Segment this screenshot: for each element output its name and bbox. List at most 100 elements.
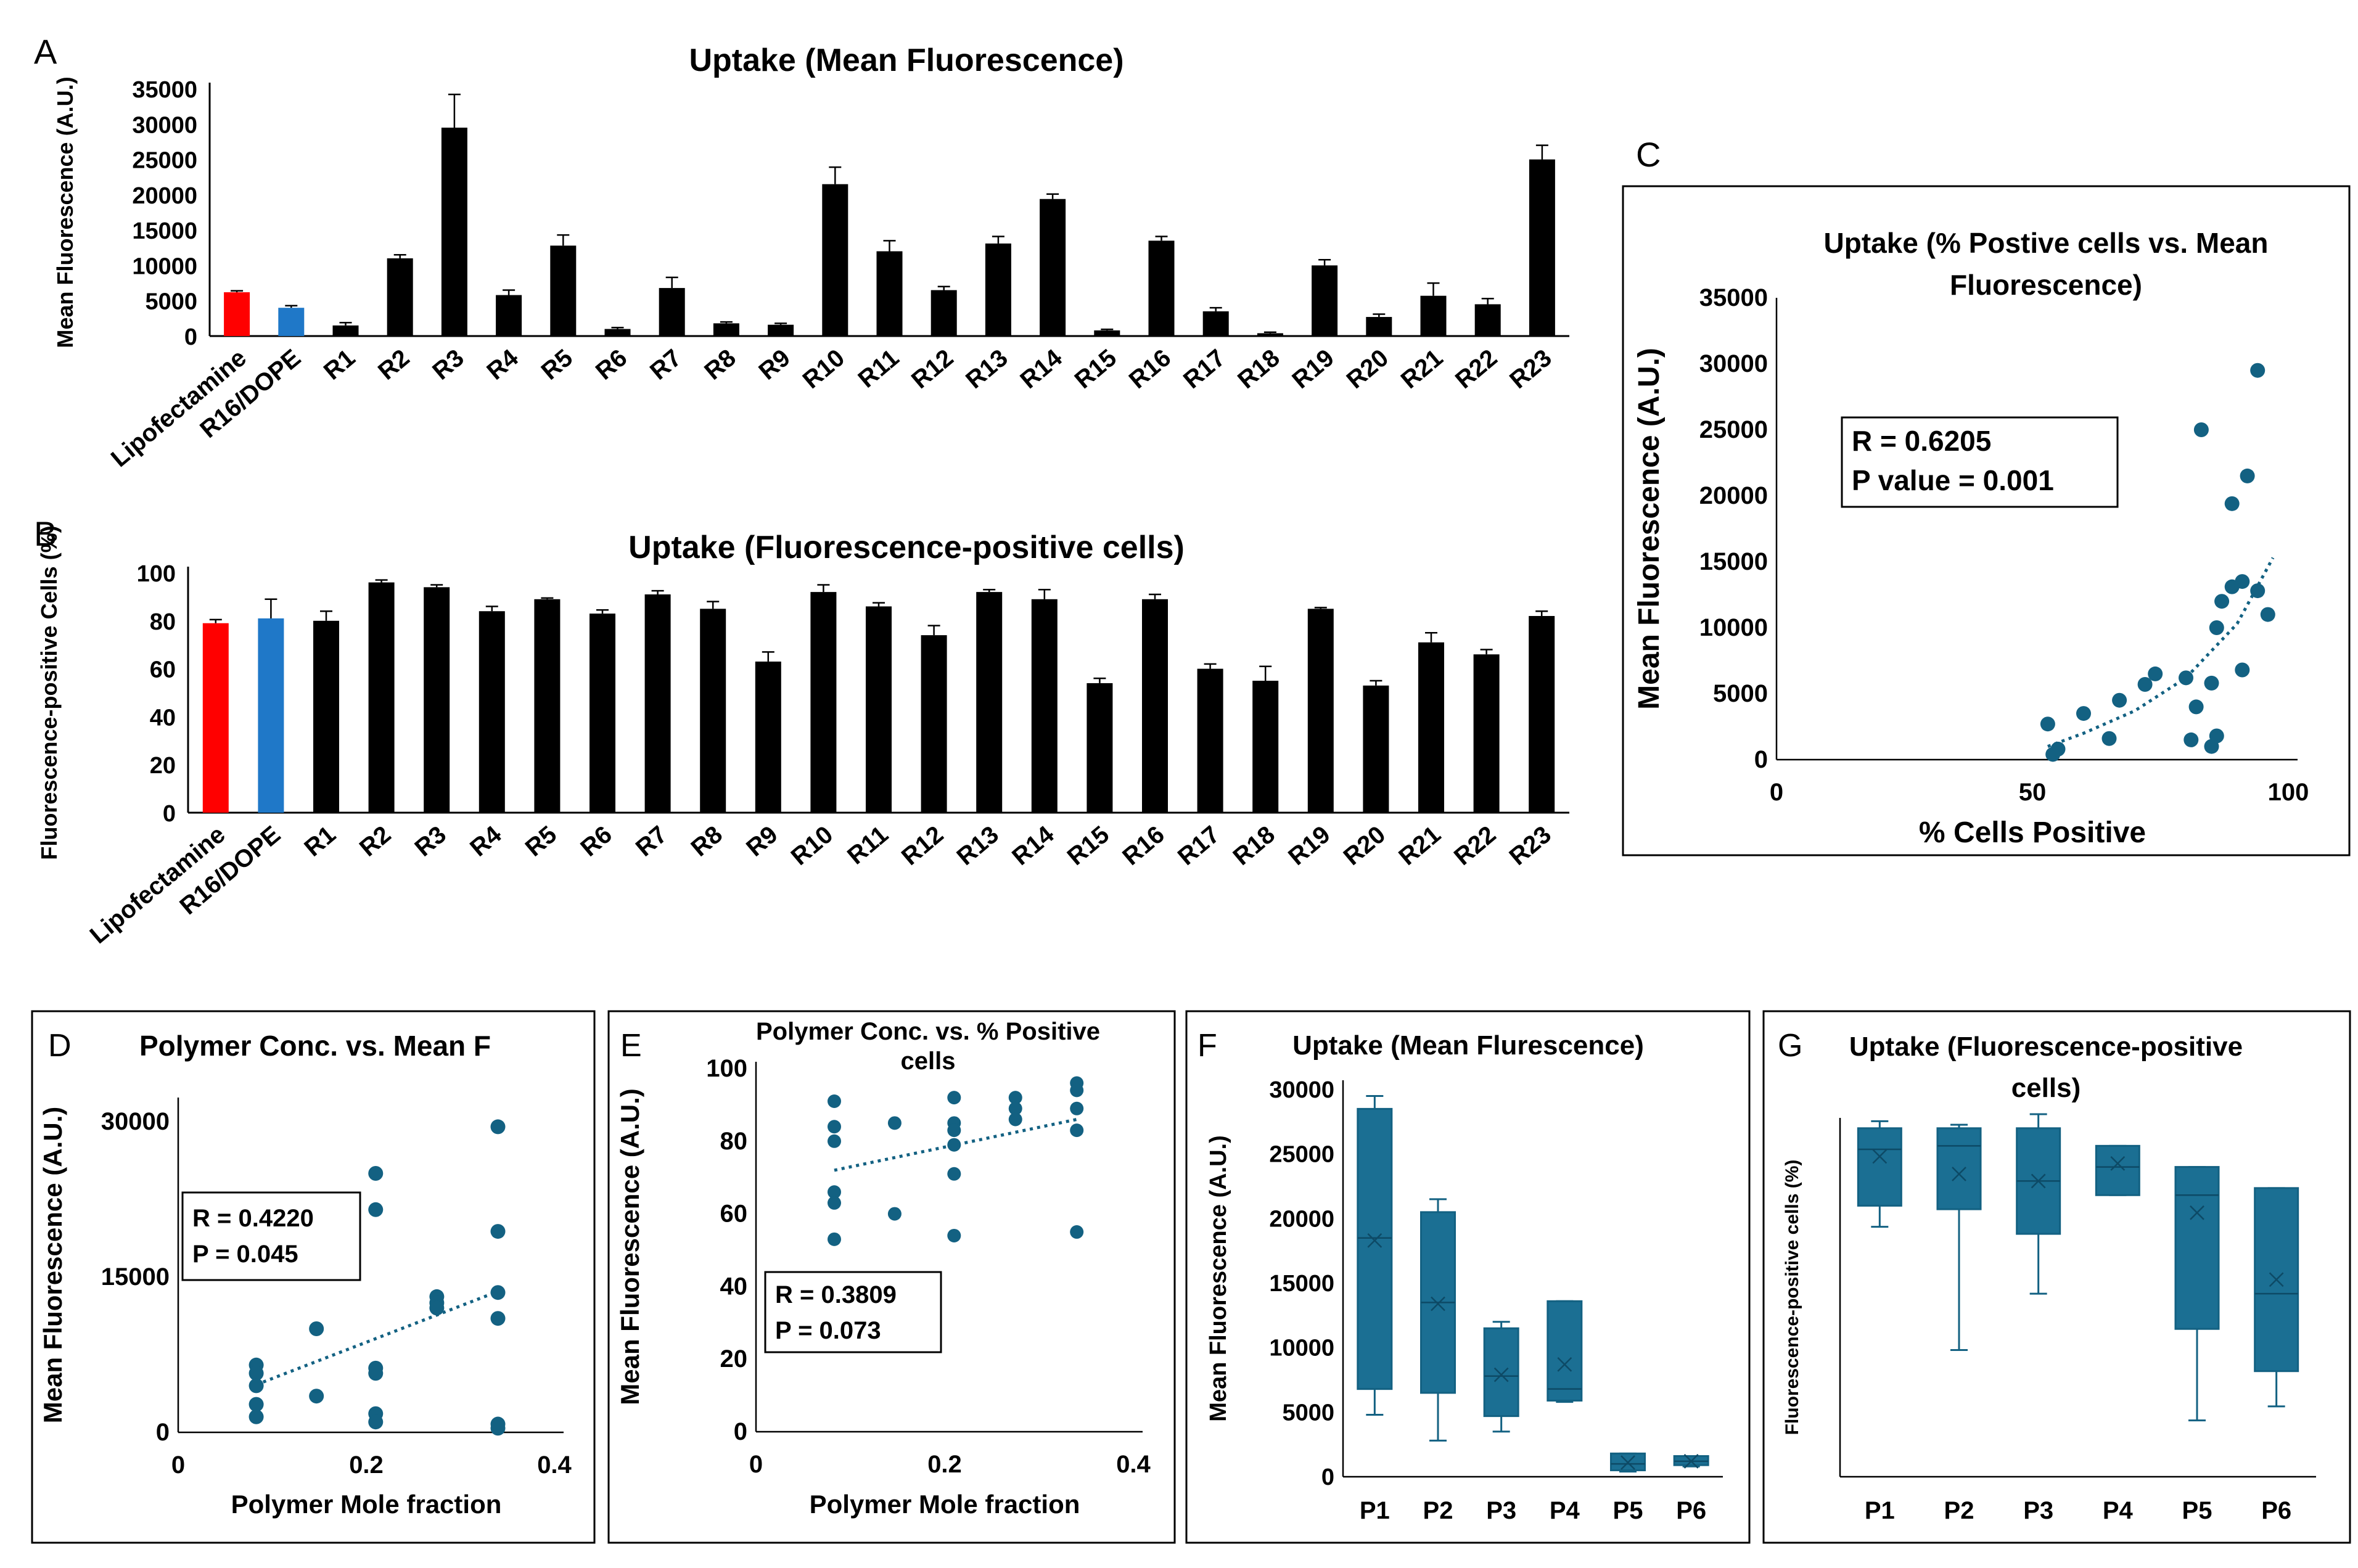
panel-f-frame <box>1185 1010 1751 1544</box>
chart-b-y-tick-label: 40 <box>150 705 176 731</box>
chart-a-bar <box>930 290 957 336</box>
chart-b-bar <box>644 594 671 813</box>
chart-g-y-axis-label: Fluorescence-positive cells (%) <box>1782 1160 1802 1435</box>
chart-b-bar <box>1087 683 1113 813</box>
panel-c-frame <box>1622 185 2351 856</box>
chart-f-title: Uptake (Mean Flurescence) <box>1292 1030 1644 1061</box>
chart-g: Uptake (Fluorescence-positive cells) Fluor… <box>1782 1032 2316 1524</box>
chart-f-mean-marker <box>1621 1455 1635 1470</box>
chart-b-category-label: R3 <box>410 821 451 862</box>
chart-a-bar <box>1420 295 1447 336</box>
chart-d-data-point <box>309 1321 324 1336</box>
chart-e-x-axis-label: Polymer Mole fraction <box>810 1490 1080 1519</box>
chart-c-data-point <box>2224 496 2240 511</box>
chart-a-category-label: R13 <box>961 344 1013 394</box>
chart-c-data-point <box>2193 422 2209 437</box>
chart-f-y-tick-label: 30000 <box>1269 1077 1334 1103</box>
chart-a-category-label: R11 <box>853 344 904 393</box>
chart-d-data-point <box>309 1389 324 1404</box>
chart-c-data-point <box>2204 675 2219 691</box>
chart-c-y-axis-label: Mean Fluorescence (A.U.) <box>1633 348 1666 710</box>
chart-f-box <box>1610 1452 1646 1472</box>
chart-e-y-tick-label: 0 <box>734 1418 747 1445</box>
chart-d-data-point <box>249 1378 264 1394</box>
chart-e-x-tick-label: 0.2 <box>927 1451 962 1478</box>
chart-e-y-tick-label: 60 <box>720 1201 748 1228</box>
chart-e-data-point <box>1008 1101 1022 1115</box>
chart-a-bar <box>1529 159 1555 336</box>
chart-a-y-tick-label: 10000 <box>132 253 197 279</box>
chart-f-y-tick-label: 5000 <box>1282 1400 1334 1426</box>
chart-a-bar <box>1312 265 1338 336</box>
chart-b-bar <box>700 609 726 813</box>
chart-e-stats-text: R = 0.3809 <box>775 1281 897 1308</box>
chart-c-y-tick-label: 30000 <box>1699 350 1768 377</box>
chart-g-category-label: P2 <box>1944 1497 1974 1524</box>
chart-f-mean-marker <box>1367 1233 1382 1248</box>
chart-a-bar <box>224 292 250 336</box>
chart-c-title: Fluorescence) <box>1950 269 2142 301</box>
chart-c-title: Uptake (% Postive cells vs. Mean <box>1824 227 2269 259</box>
chart-b-category-label: R10 <box>786 821 839 871</box>
chart-e-y-tick-label: 40 <box>720 1273 748 1300</box>
chart-b-bar <box>755 661 781 813</box>
chart-c-y-tick-label: 20000 <box>1699 482 1768 509</box>
chart-c-data-point <box>2209 728 2224 744</box>
chart-d-data-point <box>368 1166 384 1181</box>
chart-e-stats-text: P = 0.073 <box>775 1317 881 1344</box>
chart-b-bar <box>1142 599 1168 813</box>
chart-e-stats-box <box>764 1271 942 1353</box>
chart-a-category-label: R2 <box>373 344 414 385</box>
chart-b-category-label: R18 <box>1228 821 1280 871</box>
chart-c-x-tick-label: 50 <box>2019 779 2047 806</box>
chart-b-bar <box>1307 609 1334 813</box>
chart-a-bar <box>1148 240 1175 336</box>
chart-a-category-label: R10 <box>798 344 850 394</box>
chart-b-y-tick-label: 60 <box>150 657 176 683</box>
chart-a-title: Uptake (Mean Fluorescence) <box>689 43 1124 78</box>
chart-b-category-label: R11 <box>842 821 893 869</box>
chart-b-bar <box>202 623 229 813</box>
chart-b-bar <box>1418 642 1444 813</box>
chart-c: Uptake (% Postive cells vs. Mean Fluoresc… <box>1633 227 2309 849</box>
chart-b-category-label: R22 <box>1449 821 1501 871</box>
chart-e-data-point <box>827 1120 841 1134</box>
chart-c-y-tick-label: 35000 <box>1699 284 1768 311</box>
chart-b-bar <box>810 592 837 813</box>
chart-c-stats-box <box>1841 416 2119 508</box>
chart-a-category-label: R23 <box>1505 344 1557 394</box>
chart-a-category-label: R3 <box>427 344 469 385</box>
chart-e-data-point <box>947 1091 961 1105</box>
chart-g-box <box>1857 1127 1902 1207</box>
panel-label-c: C <box>1636 135 1661 174</box>
chart-b-category-label: R2 <box>355 821 396 862</box>
chart-c-data-point <box>2235 662 2250 678</box>
chart-c-data-point <box>2112 692 2127 708</box>
chart-f-box <box>1483 1327 1519 1418</box>
chart-d-x-tick-label: 0.4 <box>537 1451 572 1479</box>
chart-b-y-tick-label: 0 <box>163 801 176 827</box>
chart-e-x-tick-label: 0.4 <box>1116 1451 1151 1478</box>
chart-f-y-axis-label: Mean Fluorescence (A.U.) <box>1206 1135 1231 1422</box>
panel-label-b: B <box>34 514 57 553</box>
chart-a-y-tick-label: 35000 <box>132 77 197 103</box>
chart-g-mean-marker <box>2269 1272 2284 1287</box>
chart-e-data-point <box>827 1094 841 1109</box>
chart-c-data-point <box>2050 741 2066 757</box>
chart-a-y-tick-label: 5000 <box>145 289 197 315</box>
chart-d-data-point <box>249 1397 264 1412</box>
chart-g-mean-marker <box>2031 1173 2046 1189</box>
chart-f-category-label: P3 <box>1486 1497 1516 1524</box>
chart-d-y-axis-label: Mean Fluorescence (A.U.) <box>38 1107 67 1423</box>
chart-b-category-label: R15 <box>1062 821 1115 871</box>
chart-c-y-tick-label: 10000 <box>1699 614 1768 641</box>
chart-e-data-point <box>1070 1225 1084 1239</box>
chart-c-x-tick-label: 100 <box>2268 779 2309 806</box>
chart-a-y-tick-label: 15000 <box>132 218 197 244</box>
chart-g-mean-marker <box>1872 1149 1888 1164</box>
chart-g-mean-marker <box>2110 1156 2126 1171</box>
chart-g-box <box>2095 1144 2140 1196</box>
chart-c-data-point <box>2040 716 2055 732</box>
chart-c-data-point <box>2101 731 2117 746</box>
chart-e-data-point <box>1070 1083 1084 1098</box>
